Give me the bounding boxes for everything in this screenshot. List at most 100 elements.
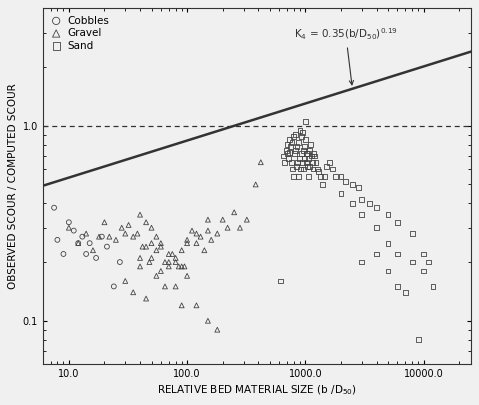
Sand	[301, 118, 309, 125]
Sand	[306, 163, 314, 169]
Sand	[293, 163, 300, 169]
Cobbles	[82, 251, 90, 257]
Cobbles	[74, 240, 82, 246]
Sand	[289, 166, 297, 172]
Gravel	[204, 318, 212, 324]
Gravel	[214, 326, 221, 333]
Sand	[358, 259, 365, 265]
Sand	[373, 251, 380, 257]
Sand	[298, 159, 306, 166]
Sand	[384, 268, 392, 274]
Gravel	[74, 240, 82, 246]
Gravel	[183, 240, 191, 246]
Gravel	[142, 243, 150, 250]
Sand	[302, 136, 310, 143]
Gravel	[172, 255, 180, 261]
Gravel	[204, 227, 212, 234]
Sand	[429, 283, 437, 290]
Sand	[285, 155, 292, 162]
Gravel	[161, 259, 169, 265]
Sand	[304, 163, 311, 169]
Gravel	[95, 233, 103, 240]
Gravel	[122, 278, 129, 284]
Gravel	[161, 283, 169, 290]
Legend: Cobbles, Gravel, Sand: Cobbles, Gravel, Sand	[48, 13, 112, 53]
Gravel	[181, 263, 188, 270]
Sand	[319, 181, 327, 188]
Sand	[366, 200, 374, 207]
Gravel	[82, 230, 90, 237]
Gravel	[129, 289, 137, 296]
Gravel	[172, 259, 180, 265]
Sand	[358, 211, 365, 218]
Cobbles	[103, 243, 111, 250]
Sand	[311, 153, 319, 159]
Gravel	[142, 219, 150, 226]
Sand	[305, 155, 312, 162]
Cobbles	[54, 237, 61, 243]
Sand	[312, 159, 320, 166]
Sand	[304, 150, 312, 157]
Cobbles	[59, 251, 67, 257]
Sand	[320, 173, 328, 180]
Gravel	[139, 243, 147, 250]
Gravel	[219, 216, 227, 223]
Gravel	[136, 263, 144, 270]
Sand	[306, 147, 313, 153]
Sand	[394, 283, 401, 290]
Sand	[354, 185, 362, 191]
Gravel	[257, 159, 264, 166]
Text: K$_4$ = 0.35(b/D$_{50}$)$^{0.19}$: K$_4$ = 0.35(b/D$_{50}$)$^{0.19}$	[294, 27, 398, 85]
Sand	[299, 147, 307, 153]
Gravel	[178, 302, 185, 309]
X-axis label: RELATIVE BED MATERIAL SIZE (b /D$_{50}$): RELATIVE BED MATERIAL SIZE (b /D$_{50}$)	[157, 383, 357, 396]
Gravel	[122, 230, 129, 237]
Cobbles	[110, 283, 118, 290]
Gravel	[236, 224, 244, 231]
Sand	[307, 141, 314, 148]
Sand	[297, 166, 304, 172]
Sand	[287, 159, 295, 166]
Gravel	[157, 243, 165, 250]
Gravel	[157, 268, 165, 274]
Sand	[286, 149, 294, 156]
Sand	[337, 173, 345, 180]
Sand	[401, 289, 409, 296]
Sand	[299, 130, 307, 136]
Gravel	[118, 224, 125, 231]
Gravel	[193, 302, 200, 309]
Gravel	[243, 216, 251, 223]
Sand	[326, 159, 333, 166]
Gravel	[175, 263, 182, 270]
Gravel	[204, 216, 212, 223]
Gravel	[136, 255, 144, 261]
Gravel	[142, 295, 150, 302]
Gravel	[207, 237, 215, 243]
Sand	[296, 155, 303, 162]
Sand	[317, 173, 325, 180]
Sand	[394, 251, 401, 257]
Sand	[308, 153, 315, 159]
Sand	[295, 173, 302, 180]
Gravel	[183, 273, 191, 279]
Sand	[292, 147, 300, 153]
Sand	[289, 173, 297, 180]
Gravel	[178, 247, 185, 254]
Gravel	[188, 227, 196, 234]
Sand	[283, 147, 290, 153]
Gravel	[129, 233, 137, 240]
Cobbles	[116, 259, 124, 265]
Gravel	[193, 230, 200, 237]
Sand	[373, 205, 380, 211]
Sand	[287, 143, 295, 150]
Gravel	[89, 247, 97, 254]
Gravel	[165, 263, 172, 270]
Sand	[279, 153, 287, 159]
Sand	[414, 337, 422, 343]
Sand	[337, 190, 345, 196]
Cobbles	[92, 255, 100, 261]
Sand	[408, 230, 416, 237]
Sand	[305, 173, 313, 180]
Gravel	[252, 181, 260, 188]
Gravel	[165, 259, 172, 265]
